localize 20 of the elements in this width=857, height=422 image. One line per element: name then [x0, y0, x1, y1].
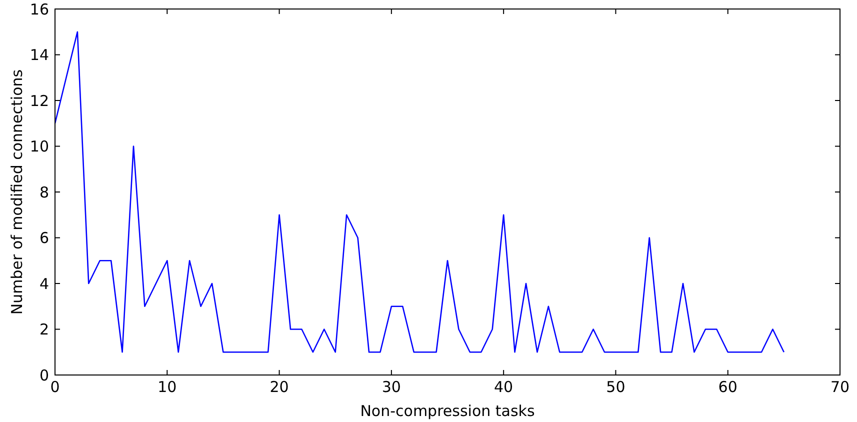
- x-tick-label: 70: [830, 378, 850, 396]
- y-tick-label: 0: [39, 366, 49, 384]
- x-tick-label: 10: [158, 378, 177, 396]
- x-tick-label: 50: [606, 378, 626, 396]
- y-tick-label: 8: [39, 183, 49, 202]
- y-tick-label: 10: [30, 138, 49, 156]
- y-tick-label: 12: [30, 92, 49, 110]
- x-tick-label: 20: [270, 378, 289, 396]
- y-tick-label: 4: [39, 274, 49, 293]
- y-tick-label: 16: [30, 0, 49, 18]
- x-tick-label: 60: [718, 378, 738, 396]
- y-tick-label: 14: [30, 46, 49, 64]
- y-tick-label: 2: [39, 320, 49, 338]
- x-tick-label: 0: [50, 378, 60, 396]
- y-axis-title: Number of modified connections: [8, 69, 26, 315]
- y-tick-label: 6: [39, 229, 49, 247]
- x-tick-label: 30: [382, 378, 401, 396]
- x-tick-label: 40: [494, 378, 514, 396]
- line-series: [54, 31, 785, 353]
- x-axis-title: Non-compression tasks: [360, 402, 535, 420]
